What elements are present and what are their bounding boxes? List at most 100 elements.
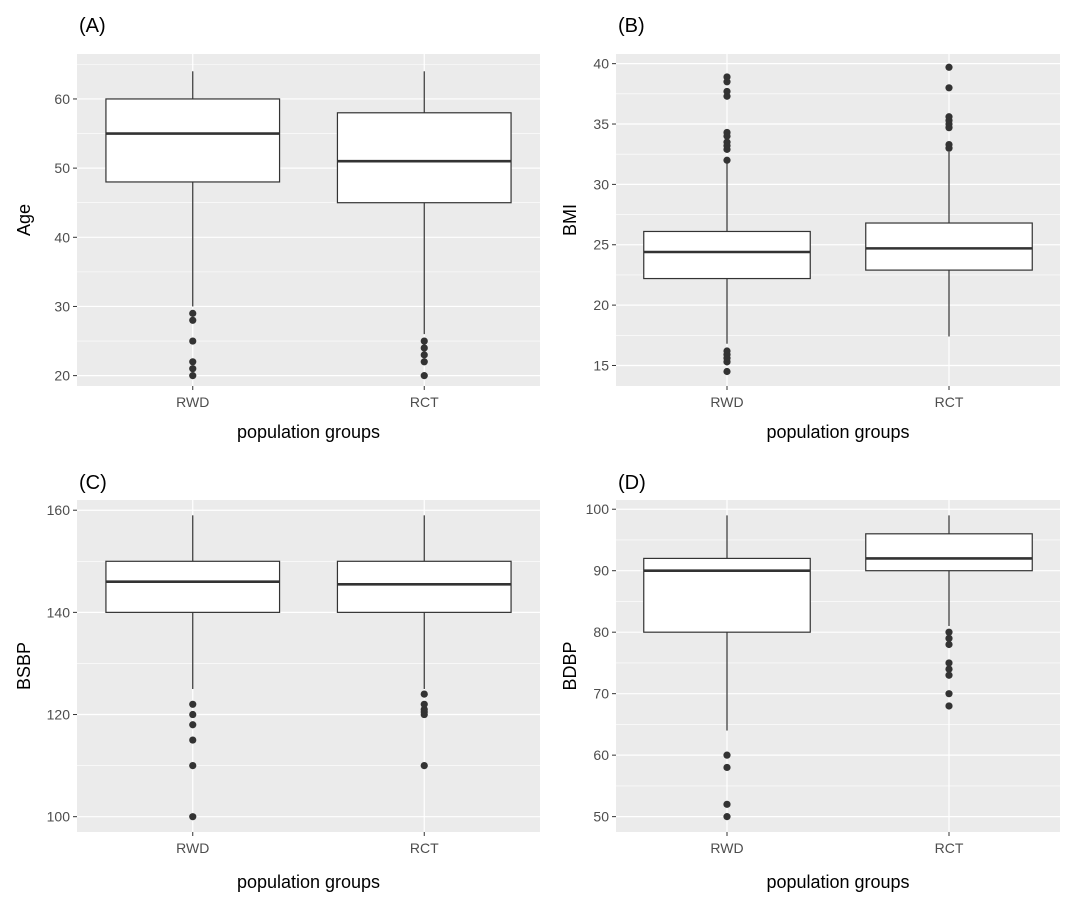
y-tick-label: 30	[54, 298, 70, 314]
outlier-point	[189, 700, 197, 708]
iqr-box	[336, 560, 512, 613]
y-tick-label: 25	[593, 237, 609, 253]
outlier-point	[189, 358, 197, 366]
box-rwd	[105, 515, 281, 821]
outlier-point	[945, 113, 953, 121]
x-tick-label: RWD	[710, 394, 743, 410]
outlier-point	[189, 372, 197, 380]
y-tick-label: 160	[47, 502, 71, 518]
x-tick-label: RCT	[410, 840, 439, 856]
outlier-point	[945, 640, 953, 649]
y-axis-title: BDBP	[560, 641, 580, 690]
outlier-point	[723, 138, 731, 146]
y-axis-title: BSBP	[14, 642, 34, 690]
box-rct	[865, 63, 1033, 337]
box-rwd	[105, 71, 281, 380]
x-tick-label: RWD	[176, 840, 209, 856]
outlier-point	[420, 700, 428, 708]
outlier-point	[420, 690, 428, 698]
outlier-point	[945, 140, 953, 149]
outlier-point	[189, 813, 197, 821]
outlier-point	[945, 628, 953, 636]
outlier-point	[945, 665, 953, 673]
panel-c: 100 120 140 160 RWD RCT (C) population groups BS…	[14, 472, 540, 892]
iqr-box	[105, 98, 281, 183]
x-axis-title: population groups	[237, 872, 380, 892]
outlier-point	[945, 702, 953, 710]
y-tick-label: 80	[593, 624, 609, 640]
y-tick-label: 30	[593, 176, 609, 192]
x-axis-title: population groups	[766, 422, 909, 442]
y-tick-label: 100	[47, 809, 71, 825]
outlier-point	[723, 763, 731, 772]
x-axis-title: population groups	[237, 422, 380, 442]
panel-d: 50 60 70 80 90 100 RWD RCT (D) population groups B…	[560, 472, 1060, 892]
outlier-point	[189, 316, 197, 324]
outlier-point	[723, 87, 731, 96]
x-tick-label: RWD	[710, 840, 743, 856]
outlier-point	[723, 347, 731, 355]
outlier-point	[945, 84, 953, 92]
outlier-point	[723, 156, 731, 164]
outlier-point	[420, 372, 428, 380]
y-axis-title: BMI	[560, 204, 580, 236]
y-tick-label: 140	[47, 604, 71, 620]
y-tick-label: 50	[54, 160, 70, 176]
outlier-point	[420, 337, 428, 345]
y-tick-label: 40	[593, 56, 609, 72]
x-axis-title: population groups	[766, 872, 909, 892]
outlier-point	[420, 351, 428, 359]
iqr-box	[865, 222, 1033, 271]
y-tick-label: 40	[54, 229, 70, 245]
box-rwd	[643, 73, 811, 376]
outlier-point	[945, 634, 953, 642]
box-rwd	[643, 515, 811, 821]
iqr-box	[336, 112, 512, 204]
outlier-point	[420, 358, 428, 366]
panel-label: (B)	[618, 15, 645, 37]
panel-b: 15 20 25 30 35 40 RWD RCT (B) population groups BM…	[560, 15, 1060, 442]
y-tick-label: 50	[593, 809, 609, 825]
x-tick-label: RCT	[935, 840, 964, 856]
panel-label: (C)	[79, 472, 107, 494]
iqr-box	[643, 230, 811, 280]
y-tick-label: 60	[593, 747, 609, 763]
y-tick-label: 90	[593, 563, 609, 579]
outlier-point	[945, 690, 953, 698]
y-tick-label: 120	[47, 707, 71, 723]
y-tick-label: 20	[593, 297, 609, 313]
outlier-point	[945, 63, 953, 71]
x-tick-label: RCT	[935, 394, 964, 410]
panel-a: 20 30 40 50 60 RWD RCT (A) population groups Age	[14, 15, 540, 442]
outlier-point	[189, 365, 197, 373]
panel-background	[616, 54, 1060, 386]
outlier-point	[420, 344, 428, 352]
outlier-point	[945, 671, 953, 679]
outlier-point	[723, 800, 731, 808]
outlier-point	[723, 813, 731, 821]
box-rct	[865, 515, 1033, 710]
panel-background	[77, 500, 540, 832]
outlier-point	[189, 762, 197, 770]
outlier-point	[189, 721, 197, 729]
outlier-point	[189, 337, 197, 345]
outlier-point	[723, 128, 731, 137]
y-tick-label: 20	[54, 368, 70, 384]
outlier-point	[723, 751, 731, 759]
outlier-point	[723, 367, 731, 376]
panel-label: (D)	[618, 472, 646, 494]
y-axis-title: Age	[14, 204, 34, 236]
outlier-point	[420, 705, 428, 714]
y-tick-label: 60	[54, 91, 70, 107]
iqr-box	[105, 560, 281, 613]
y-tick-label: 15	[593, 357, 609, 373]
y-tick-label: 35	[593, 116, 609, 132]
panel-label: (A)	[79, 15, 106, 37]
x-tick-label: RCT	[410, 394, 439, 410]
outlier-point	[189, 736, 197, 744]
outlier-point	[189, 309, 197, 317]
iqr-box	[865, 533, 1033, 572]
outlier-point	[723, 73, 731, 81]
outlier-point	[945, 659, 953, 667]
